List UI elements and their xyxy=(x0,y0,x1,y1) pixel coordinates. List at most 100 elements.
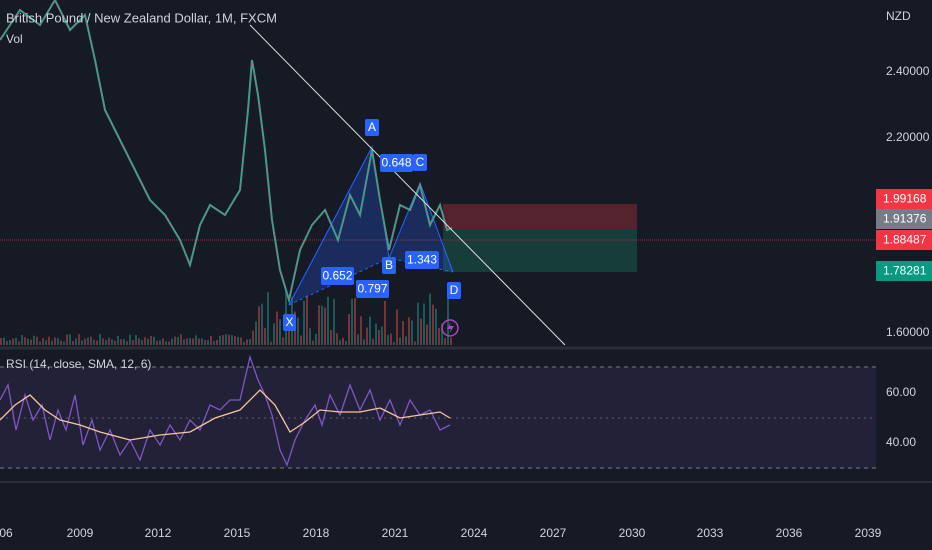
volume-bar xyxy=(120,339,122,345)
volume-bar xyxy=(357,334,359,345)
volume-bar xyxy=(372,338,374,345)
volume-bar xyxy=(348,314,350,345)
tag-upper xyxy=(876,189,932,209)
time-tick: 06 xyxy=(0,526,13,540)
volume-bar xyxy=(429,293,431,345)
volume-bar xyxy=(129,334,131,345)
event-icon[interactable] xyxy=(441,319,459,337)
volume-bar xyxy=(78,334,80,345)
tag-current xyxy=(876,209,932,229)
volume-bar xyxy=(153,336,155,345)
volume-bar xyxy=(324,307,326,345)
volume-bar xyxy=(438,328,440,345)
tag-text: 1.88487 xyxy=(883,233,927,247)
volume-bar xyxy=(306,295,308,345)
volume-bar xyxy=(162,338,164,345)
tag-text: 1.99168 xyxy=(883,192,927,206)
volume-bar xyxy=(390,333,392,345)
volume-bar xyxy=(201,338,203,345)
ratio-label: 0.648 xyxy=(381,156,411,170)
volume-bar xyxy=(57,338,59,345)
volume-bar xyxy=(213,340,215,345)
volume-bar xyxy=(147,338,149,345)
time-tick: 2018 xyxy=(303,526,330,540)
point-label: C xyxy=(416,155,425,169)
target-zone xyxy=(443,229,637,272)
volume-bar xyxy=(114,340,116,345)
ratio-box xyxy=(380,154,413,172)
volume-bar xyxy=(180,334,182,345)
volume-bar xyxy=(210,336,212,345)
volume-bar xyxy=(318,305,320,345)
price-tick: 1.60000 xyxy=(886,325,930,339)
ratio-label: 0.652 xyxy=(322,269,352,283)
volume-bars xyxy=(0,290,452,345)
volume-bar xyxy=(69,334,71,345)
volume-bar xyxy=(54,337,56,345)
volume-bar xyxy=(345,340,347,345)
volume-bar xyxy=(144,337,146,345)
volume-bar xyxy=(9,340,11,345)
volume-bar xyxy=(207,340,209,345)
pattern-labels: X A B C D 0.652 0.797 0.648 1.343 xyxy=(283,119,461,331)
volume-bar xyxy=(6,341,8,345)
rsi-label: RSI (14, close, SMA, 12, 6) xyxy=(6,357,151,371)
volume-bar xyxy=(3,337,5,345)
event-bolt xyxy=(447,322,454,334)
volume-bar xyxy=(267,292,269,345)
volume-bar xyxy=(102,338,104,345)
volume-bar xyxy=(375,323,377,345)
volume-bar xyxy=(177,336,179,345)
volume-bar xyxy=(297,317,299,345)
volume-bar xyxy=(225,334,227,345)
volume-bar xyxy=(414,341,416,345)
volume-bar xyxy=(21,334,23,345)
ratio-box xyxy=(321,267,354,285)
volume-bar xyxy=(60,340,62,345)
ratio-label: 1.343 xyxy=(407,253,437,267)
volume-bar xyxy=(99,334,101,345)
volume-bar xyxy=(36,336,38,345)
volume-bar xyxy=(387,334,389,345)
volume-bar xyxy=(270,341,272,345)
volume-bar xyxy=(378,330,380,345)
volume-bar xyxy=(282,337,284,345)
volume-bar xyxy=(219,335,221,345)
volume-bar xyxy=(192,338,194,345)
volume-bar xyxy=(255,321,257,345)
volume-bar xyxy=(141,340,143,345)
volume-bar xyxy=(330,330,332,345)
volume-bar xyxy=(216,339,218,345)
volume-bar xyxy=(261,303,263,345)
volume-bar xyxy=(333,298,335,345)
volume-bar xyxy=(300,335,302,345)
volume-bar xyxy=(42,338,44,345)
volume-bar xyxy=(381,326,383,345)
stop-zone xyxy=(443,204,637,229)
volume-bar xyxy=(303,300,305,345)
volume-bar xyxy=(369,316,371,345)
label-box xyxy=(447,282,461,299)
volume-bar xyxy=(288,318,290,345)
volume-label: Vol xyxy=(6,32,23,46)
label-box xyxy=(382,257,396,274)
time-axis: 06 2009 2012 2015 2018 2021 2024 2027 2030 2033 20… xyxy=(0,526,882,540)
tag-text: 1.78281 xyxy=(883,264,927,278)
volume-bar xyxy=(93,339,95,345)
volume-bar xyxy=(138,338,140,345)
volume-bar xyxy=(339,340,341,345)
volume-bar xyxy=(222,335,224,345)
volume-bar xyxy=(183,339,185,345)
pattern-xab xyxy=(289,147,389,305)
volume-bar xyxy=(171,338,173,345)
volume-bar xyxy=(309,328,311,345)
volume-bar xyxy=(327,296,329,345)
point-label: B xyxy=(385,258,393,272)
volume-bar xyxy=(159,340,161,345)
volume-bar xyxy=(87,337,89,345)
volume-bar xyxy=(276,311,278,345)
volume-bar xyxy=(108,337,110,345)
time-tick: 2015 xyxy=(224,526,251,540)
volume-bar xyxy=(132,340,134,345)
symbol-title: British Pound / New Zealand Dollar, 1M, … xyxy=(6,10,277,25)
